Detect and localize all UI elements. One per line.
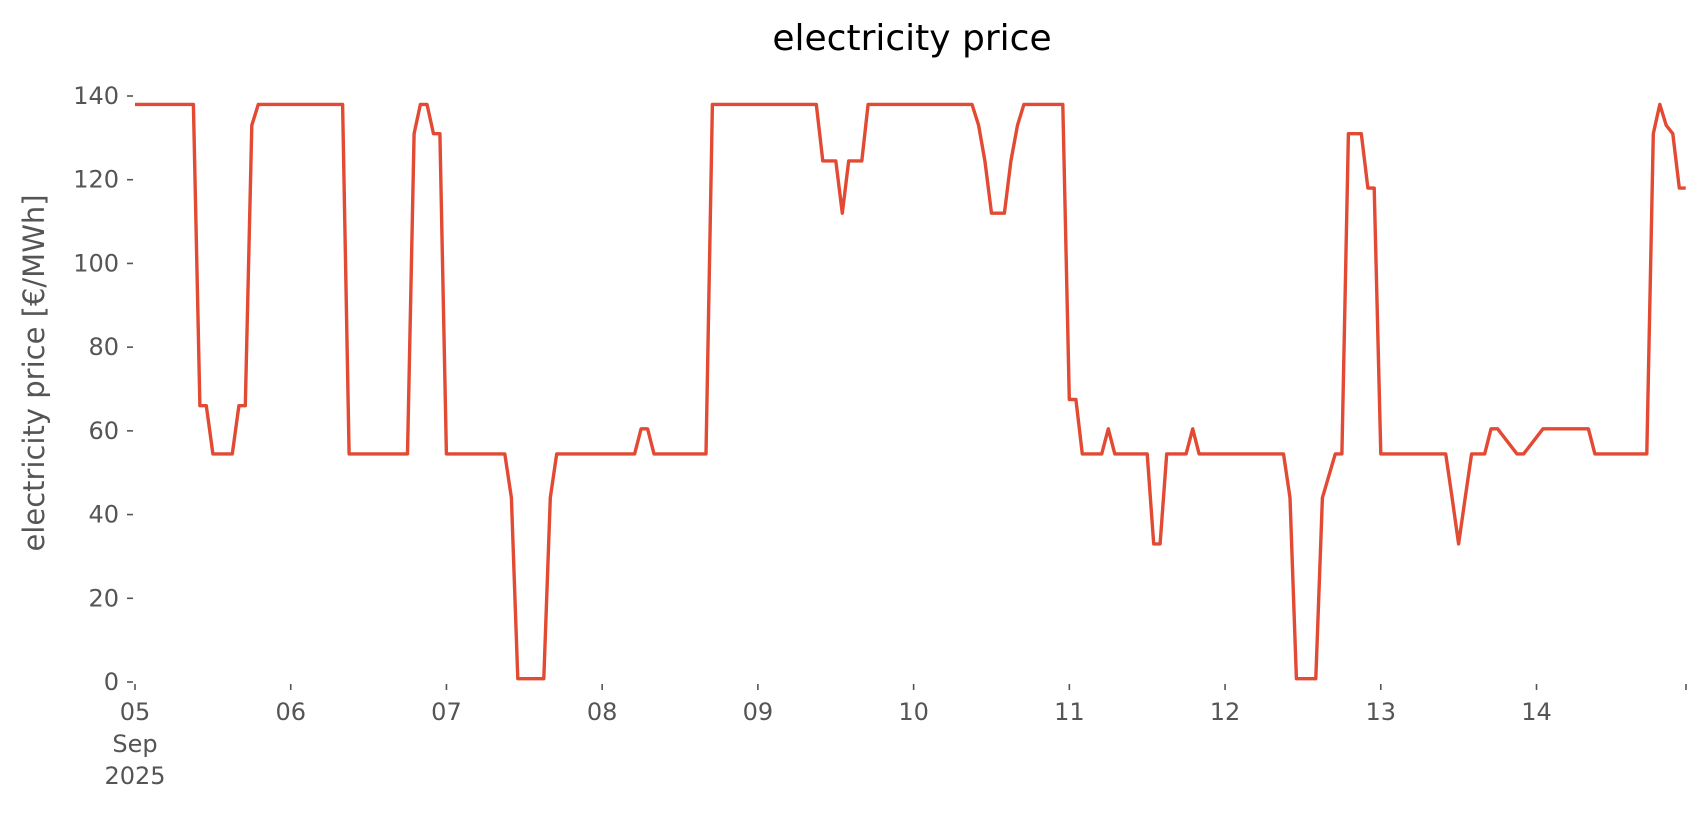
price-series-line — [135, 102, 1686, 681]
plot-series-group — [135, 102, 1686, 681]
chart-title: electricity price — [772, 18, 1051, 59]
y-tick-label: 60 — [88, 417, 119, 445]
x-tick-label: 05 — [120, 698, 151, 726]
x-tick-label: 07 — [431, 698, 462, 726]
x-tick-label: 08 — [587, 698, 618, 726]
x-tick-label: 06 — [275, 698, 306, 726]
y-axis: 0 20 40 60 80 100 120 140 — [73, 82, 133, 696]
x-axis: 05 Sep 2025 06 07 08 09 10 11 12 13 14 — [104, 684, 1687, 790]
y-tick-label: 40 — [88, 501, 119, 529]
x-tick-label: 12 — [1210, 698, 1241, 726]
y-tick-label: 100 — [73, 249, 119, 277]
y-axis-label: electricity price [€/MWh] — [17, 194, 51, 551]
y-tick-label: 140 — [73, 82, 119, 110]
y-tick-label: 80 — [88, 333, 119, 361]
y-tick-label: 0 — [104, 668, 119, 696]
x-tick-label: 09 — [743, 698, 774, 726]
y-tick-label: 120 — [73, 166, 119, 194]
x-tick-label: Sep — [112, 730, 157, 758]
y-tick-label: 20 — [88, 584, 119, 612]
x-tick-label: 11 — [1054, 698, 1085, 726]
x-tick-label: 14 — [1521, 698, 1552, 726]
x-tick-label: 10 — [898, 698, 929, 726]
x-tick-label: 2025 — [104, 762, 165, 790]
x-tick-label: 13 — [1366, 698, 1397, 726]
